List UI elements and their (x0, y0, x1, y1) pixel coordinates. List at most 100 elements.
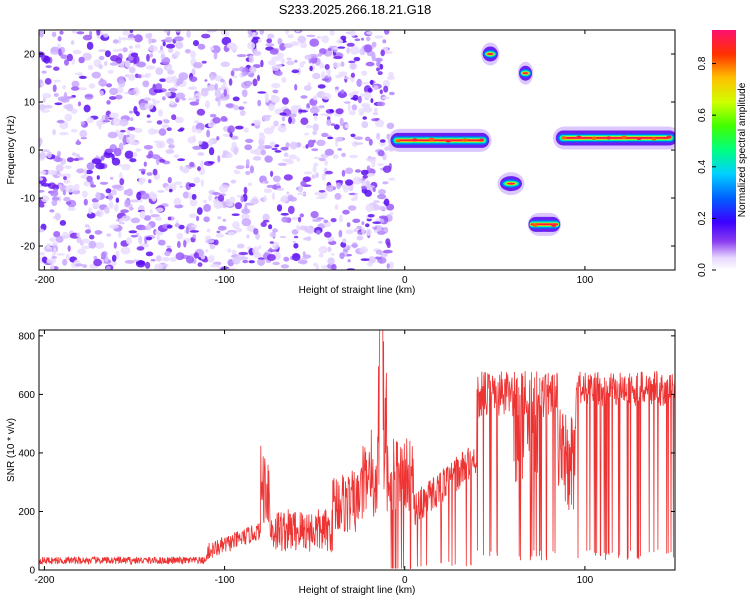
noise-blob (46, 258, 57, 264)
noise-blob (351, 242, 358, 249)
noise-blob (267, 33, 275, 39)
noise-blob (336, 39, 344, 44)
noise-blob (86, 175, 93, 183)
noise-blob (191, 125, 197, 133)
hot-spot (636, 136, 642, 141)
top-xlabel: Height of straight line (km) (299, 285, 416, 296)
top-ytick-label: 20 (24, 50, 36, 61)
noise-blob (241, 72, 248, 77)
noise-blob (193, 61, 203, 69)
noise-blob (58, 183, 62, 189)
noise-blob (72, 49, 82, 55)
noise-blob (121, 163, 131, 171)
colorbar (712, 30, 736, 270)
noise-blob (208, 255, 215, 263)
noise-blob (59, 220, 67, 226)
noise-blob (305, 144, 309, 149)
noise-blob (295, 30, 300, 33)
noise-blob (190, 50, 196, 59)
noise-blob (151, 194, 157, 202)
noise-blob (378, 189, 386, 195)
noise-blob (280, 197, 289, 203)
noise-blob (305, 125, 313, 129)
noise-blob (53, 66, 60, 71)
noise-blob (92, 202, 100, 208)
noise-blob (321, 35, 330, 44)
noise-blob (232, 256, 241, 265)
noise-blob (125, 37, 136, 41)
noise-blob (193, 40, 199, 47)
noise-blob (50, 51, 59, 55)
noise-blob (379, 89, 383, 95)
noise-blob (146, 53, 150, 62)
noise-blob (167, 216, 172, 221)
noise-blob (175, 92, 186, 100)
noise-blob (346, 47, 350, 54)
noise-blob (82, 264, 88, 268)
noise-blob (276, 187, 284, 191)
noise-blob (382, 249, 393, 254)
noise-blob (257, 144, 266, 150)
noise-blob (188, 213, 197, 219)
noise-blob (192, 234, 197, 239)
noise-blob (95, 211, 101, 217)
noise-blob (274, 64, 283, 69)
noise-blob (364, 136, 371, 142)
noise-blob (334, 124, 340, 130)
noise-blob (149, 209, 153, 214)
noise-blob (382, 181, 389, 185)
noise-blob (365, 180, 371, 189)
noise-blob (269, 48, 279, 55)
noise-blob (373, 200, 380, 204)
noise-blob (309, 38, 320, 47)
noise-blob (274, 70, 283, 77)
noise-blob (352, 218, 361, 223)
noise-blob (49, 237, 56, 243)
noise-blob (213, 51, 218, 60)
noise-blob (122, 137, 127, 146)
noise-blob (135, 111, 140, 117)
noise-blob (99, 181, 109, 185)
noise-blob (365, 223, 370, 228)
noise-blob (149, 53, 153, 58)
noise-blob (262, 213, 270, 222)
noise-blob (262, 145, 273, 149)
noise-blob (323, 219, 329, 223)
noise-blob (146, 172, 153, 176)
noise-blob (134, 44, 141, 49)
noise-blob (232, 96, 240, 102)
noise-blob (58, 48, 62, 56)
noise-blob (84, 169, 94, 175)
noise-blob (239, 110, 246, 116)
noise-blob (82, 34, 93, 41)
noise-blob (109, 62, 119, 66)
noise-blob (316, 196, 326, 200)
noise-blob (76, 168, 85, 174)
noise-blob (211, 192, 221, 195)
noise-blob (176, 232, 184, 240)
noise-blob (376, 61, 381, 67)
signal-blob-16 (517, 61, 534, 85)
noise-blob (343, 101, 351, 104)
noise-blob (235, 165, 245, 170)
noise-blob (316, 35, 322, 40)
noise-blob (222, 150, 228, 156)
noise-blob (286, 57, 292, 61)
noise-blob (174, 223, 180, 228)
noise-blob (67, 245, 71, 252)
noise-blob (210, 75, 215, 81)
noise-blob (343, 185, 349, 193)
noise-blob (116, 76, 125, 84)
noise-blob (281, 97, 289, 105)
noise-blob (366, 36, 371, 42)
noise-blob (111, 254, 117, 262)
noise-blob (188, 183, 196, 188)
noise-blob (143, 215, 152, 221)
noise-blob (283, 256, 290, 262)
noise-blob (178, 72, 189, 81)
noise-blob (78, 56, 85, 64)
noise-blob (350, 133, 356, 138)
noise-blob (372, 221, 382, 224)
noise-blob (43, 55, 51, 64)
noise-blob (223, 89, 227, 97)
